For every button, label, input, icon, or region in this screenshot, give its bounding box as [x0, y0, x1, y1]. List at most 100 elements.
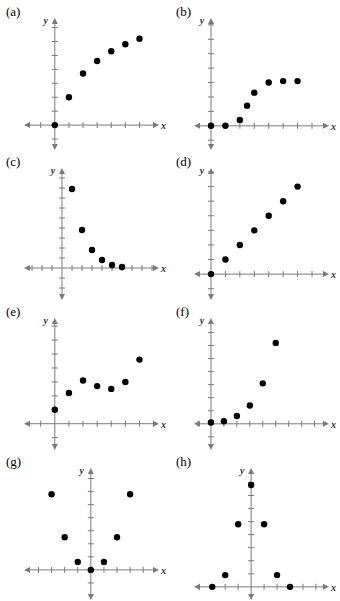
x-tick: [32, 265, 33, 271]
point: [52, 122, 58, 128]
x-axis-label: x: [330, 121, 336, 132]
y-tick: [52, 55, 58, 56]
points: [52, 356, 143, 413]
y-tick: [52, 83, 58, 84]
x-tick: [72, 265, 73, 271]
chart-root: (a)yx(b)yx(c)yx(d)yx(e)yx(f)yx(g)yx(h)yx: [0, 0, 340, 601]
y-tick: [88, 582, 94, 583]
point: [48, 491, 54, 497]
x-tick: [312, 271, 313, 277]
point: [99, 257, 105, 263]
axis-arrow: [24, 265, 30, 271]
point: [108, 386, 114, 392]
x-tick: [52, 265, 53, 271]
y-tick: [59, 258, 65, 259]
point: [294, 183, 300, 189]
x-tick: [77, 567, 78, 573]
y-tick: [208, 215, 214, 216]
panel-title: (h): [176, 454, 191, 469]
x-tick: [277, 584, 278, 590]
y-tick: [248, 547, 254, 548]
point: [266, 213, 272, 219]
x-tick: [152, 265, 153, 271]
y-tick: [59, 248, 65, 249]
point: [222, 256, 228, 262]
point: [234, 413, 240, 419]
point: [122, 41, 128, 47]
axis-arrow: [323, 271, 329, 277]
x-tick: [83, 122, 84, 128]
y-tick: [208, 172, 214, 173]
x-tick: [239, 123, 240, 129]
x-tick: [82, 265, 83, 271]
axis-arrow: [208, 144, 214, 150]
point: [114, 534, 120, 540]
y-tick: [248, 508, 254, 509]
x-tick: [297, 123, 298, 129]
y-tick: [248, 534, 254, 535]
point: [261, 521, 267, 527]
y-tick: [52, 111, 58, 112]
axis-arrow: [52, 144, 58, 150]
y-tick: [208, 186, 214, 187]
axes: [24, 318, 159, 450]
point: [280, 198, 286, 204]
panel: (c)yx: [6, 154, 166, 300]
points: [52, 36, 143, 129]
x-tick: [301, 421, 302, 427]
panel-title: (a): [6, 4, 20, 19]
point: [127, 491, 133, 497]
y-tick: [208, 410, 214, 411]
x-tick: [283, 271, 284, 277]
y-axis-label: y: [43, 315, 49, 326]
point: [136, 356, 142, 362]
x-tick: [139, 421, 140, 427]
y-tick: [208, 140, 214, 141]
point: [244, 102, 250, 108]
y-tick: [88, 543, 94, 544]
x-tick: [254, 123, 255, 129]
x-tick: [117, 567, 118, 573]
point: [260, 380, 266, 386]
y-tick: [59, 208, 65, 209]
panel-title: (e): [6, 304, 20, 319]
y-axis: [90, 472, 91, 596]
axis-arrow: [24, 567, 30, 573]
x-tick: [312, 123, 313, 129]
point: [273, 340, 279, 346]
y-tick: [208, 244, 214, 245]
point: [94, 383, 100, 389]
axis-arrow: [194, 584, 200, 590]
y-axis-label: y: [50, 165, 56, 176]
point: [280, 78, 286, 84]
point: [266, 79, 272, 85]
y-axis-label: y: [79, 465, 85, 476]
y-axis-label: y: [199, 315, 205, 326]
y-tick: [208, 397, 214, 398]
y-tick: [88, 556, 94, 557]
x-tick: [125, 421, 126, 427]
x-tick: [132, 265, 133, 271]
axis-arrow: [208, 444, 214, 450]
point: [248, 482, 254, 488]
x-tick: [103, 567, 104, 573]
point: [75, 559, 81, 565]
y-tick: [208, 288, 214, 289]
x-tick: [83, 421, 84, 427]
point: [294, 78, 300, 84]
point: [235, 521, 241, 527]
y-axis-label: y: [239, 465, 245, 476]
y-tick: [88, 491, 94, 492]
x-tick: [238, 584, 239, 590]
point: [61, 534, 67, 540]
x-tick: [143, 567, 144, 573]
x-tick: [68, 122, 69, 128]
axis-arrow: [194, 123, 200, 129]
x-tick: [199, 584, 200, 590]
y-tick: [52, 340, 58, 341]
y-tick: [52, 27, 58, 28]
point: [237, 242, 243, 248]
y-tick: [59, 178, 65, 179]
y-tick: [208, 436, 214, 437]
y-tick: [88, 478, 94, 479]
